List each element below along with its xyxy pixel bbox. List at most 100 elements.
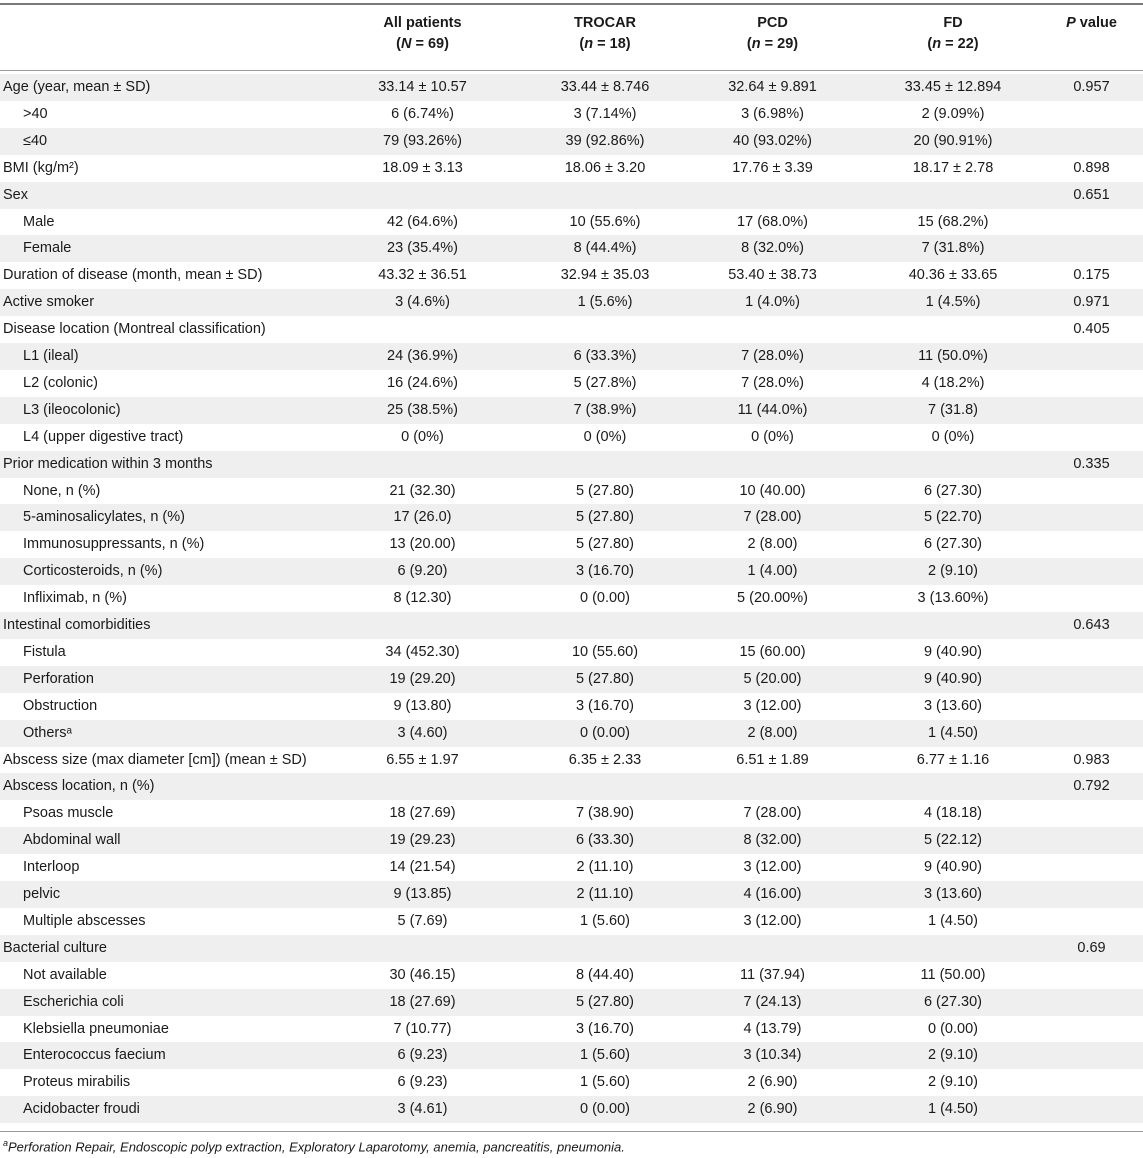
value-cell: 5 (27.80) <box>575 509 635 526</box>
header-rule <box>0 70 1143 71</box>
value-cell: 13 (20.00) <box>389 536 456 553</box>
value-cell: 9 (40.90) <box>923 859 983 876</box>
value-cell: 0 (0%) <box>751 428 794 445</box>
header-fd-title: FD <box>943 15 963 31</box>
row-label: None, n (%) <box>23 482 101 499</box>
value-cell: 8 (44.40) <box>575 966 635 983</box>
value-cell: 2 (9.10) <box>928 563 978 580</box>
value-cell: 53.40 ± 38.73 <box>728 267 817 284</box>
value-cell: 4 (18.18) <box>923 805 983 822</box>
table-row: Perforation 19 (29.20) 5 (27.80) 5 (20.00) 9… <box>0 665 1143 693</box>
value-cell: 3 (12.00) <box>743 912 802 929</box>
value-cell: 6.55 ± 1.97 <box>386 751 459 768</box>
value-cell: 6 (9.23) <box>397 1047 448 1064</box>
value-cell: 7 (28.0%) <box>741 374 804 391</box>
table-bottom-rule <box>0 1131 1143 1132</box>
table-row: Escherichia coli 18 (27.69) 5 (27.80) 7 (24… <box>0 988 1143 1016</box>
value-cell: 6 (33.30) <box>575 832 635 849</box>
table-row: Infliximab, n (%) 8 (12.30) 0 (0.00) 5 (20.… <box>0 585 1143 612</box>
value-cell: 40 (93.02%) <box>733 132 812 149</box>
value-cell: 5 (20.00) <box>743 670 802 687</box>
row-label: Male <box>23 213 55 230</box>
value-cell: 3 (4.61) <box>397 1101 448 1118</box>
value-cell: 3 (12.00) <box>743 859 802 876</box>
value-cell: 3 (13.60) <box>923 697 983 714</box>
value-cell: 1 (5.6%) <box>577 294 633 311</box>
value-cell: 5 (20.00%) <box>737 590 808 607</box>
table-row: ≤40 79 (93.26%) 39 (92.86%) 40 (93.02%) 20 (… <box>0 127 1143 155</box>
value-cell: 5 (27.80) <box>575 670 635 687</box>
table-top-rule <box>0 3 1143 5</box>
value-cell: 7 (24.13) <box>743 993 802 1010</box>
p-value-cell: 0.898 <box>1073 159 1110 176</box>
table-row: Age (year, mean ± SD) 33.14 ± 10.57 33.44 … <box>0 74 1143 101</box>
value-cell: 3 (12.00) <box>743 697 802 714</box>
value-cell: 5 (22.70) <box>923 509 983 526</box>
value-cell: 34 (452.30) <box>385 643 460 660</box>
value-cell: 16 (24.6%) <box>387 374 458 391</box>
table-row: Abscess location, n (%) 0.792 <box>0 773 1143 801</box>
header-pcd-title: PCD <box>757 15 788 31</box>
table-row: L4 (upper digestive tract) 0 (0%) 0 (0%) 0 … <box>0 424 1143 451</box>
value-cell: 18.17 ± 2.78 <box>912 159 994 176</box>
value-cell: 32.64 ± 9.891 <box>728 79 817 95</box>
p-value-cell: 0.957 <box>1073 79 1110 95</box>
table-row: Interloop 14 (21.54) 2 (11.10) 3 (12.00) 9 (… <box>0 854 1143 881</box>
table-row: Proteus mirabilis 6 (9.23) 1 (5.60) 2 (6.90… <box>0 1069 1143 1096</box>
row-label: ≤40 <box>23 132 48 149</box>
table-row: Klebsiella pneumoniae 7 (10.77) 3 (16.70) 4… <box>0 1016 1143 1043</box>
table-row: Duration of disease (month, mean ± SD) 43… <box>0 262 1143 289</box>
value-cell: 7 (38.90) <box>575 805 635 822</box>
value-cell: 43.32 ± 36.51 <box>378 267 467 284</box>
table-row: Prior medication within 3 months 0.335 <box>0 450 1143 478</box>
row-label: Acidobacter froudi <box>23 1101 140 1118</box>
value-cell: 42 (64.6%) <box>387 213 458 230</box>
value-cell: 5 (27.80) <box>575 536 635 553</box>
value-cell: 20 (90.91%) <box>913 132 993 149</box>
value-cell: 0 (0%) <box>931 428 975 445</box>
header-trocar-sub: (n = 18) <box>579 36 631 52</box>
value-cell: 23 (35.4%) <box>387 240 458 257</box>
value-cell: 1 (5.60) <box>580 1047 630 1064</box>
header-all-patients: All patients (N = 69) <box>340 13 505 55</box>
row-label: Multiple abscesses <box>23 912 146 929</box>
value-cell: 24 (36.9%) <box>387 348 458 364</box>
value-cell: 11 (50.00) <box>920 966 986 983</box>
value-cell: 11 (37.94) <box>739 966 806 983</box>
value-cell: 2 (11.10) <box>576 886 634 902</box>
table-row: L2 (colonic) 16 (24.6%) 5 (27.8%) 7 (28.0%)… <box>0 370 1143 397</box>
p-value-cell: 0.792 <box>1073 778 1110 795</box>
value-cell: 0 (0.00) <box>580 590 630 607</box>
value-cell: 32.94 ± 35.03 <box>560 267 650 284</box>
value-cell: 6 (6.74%) <box>391 105 454 122</box>
value-cell: 0 (0%) <box>401 428 444 445</box>
value-cell: 7 (28.00) <box>743 509 802 526</box>
value-cell: 1 (4.50) <box>928 912 978 929</box>
value-cell: 1 (5.60) <box>580 1074 630 1091</box>
table-row: Corticosteroids, n (%) 6 (9.20) 3 (16.70) 1… <box>0 558 1143 586</box>
value-cell: 2 (11.10) <box>576 859 634 876</box>
value-cell: 2 (8.00) <box>747 536 798 553</box>
header-trocar-title: TROCAR <box>573 15 637 31</box>
value-cell: 8 (32.0%) <box>741 240 804 257</box>
value-cell: 9 (13.85) <box>393 886 452 902</box>
value-cell: 1 (4.50) <box>928 724 978 741</box>
value-cell: 1 (4.50) <box>928 1101 978 1118</box>
value-cell: 4 (18.2%) <box>921 374 985 391</box>
row-label: L3 (ileocolonic) <box>23 401 121 418</box>
value-cell: 1 (4.0%) <box>745 294 800 311</box>
header-pcd-sub: (n = 29) <box>746 36 799 52</box>
table-row: Enterococcus faecium 6 (9.23) 1 (5.60) 3 (1… <box>0 1042 1143 1070</box>
table-row: L3 (ileocolonic) 25 (38.5%) 7 (38.9%) 11 (4… <box>0 396 1143 424</box>
table-row: 5-aminosalicylates, n (%) 17 (26.0) 5 (27.… <box>0 504 1143 532</box>
p-value-cell: 0.643 <box>1073 617 1110 633</box>
value-cell: 0 (0.00) <box>580 1101 630 1118</box>
value-cell: 18 (27.69) <box>389 993 456 1010</box>
table-row: Acidobacter froudi 3 (4.61) 0 (0.00) 2 (6.9… <box>0 1096 1143 1124</box>
value-cell: 7 (31.8%) <box>921 240 985 257</box>
value-cell: 5 (7.69) <box>397 912 448 929</box>
table-row: Disease location (Montreal classificatio… <box>0 316 1143 343</box>
table-row: Female 23 (35.4%) 8 (44.4%) 8 (32.0%) 7 (31.… <box>0 235 1143 263</box>
table-row: BMI (kg/m²) 18.09 ± 3.13 18.06 ± 3.20 17.76… <box>0 155 1143 182</box>
table-row: Sex 0.651 <box>0 181 1143 209</box>
